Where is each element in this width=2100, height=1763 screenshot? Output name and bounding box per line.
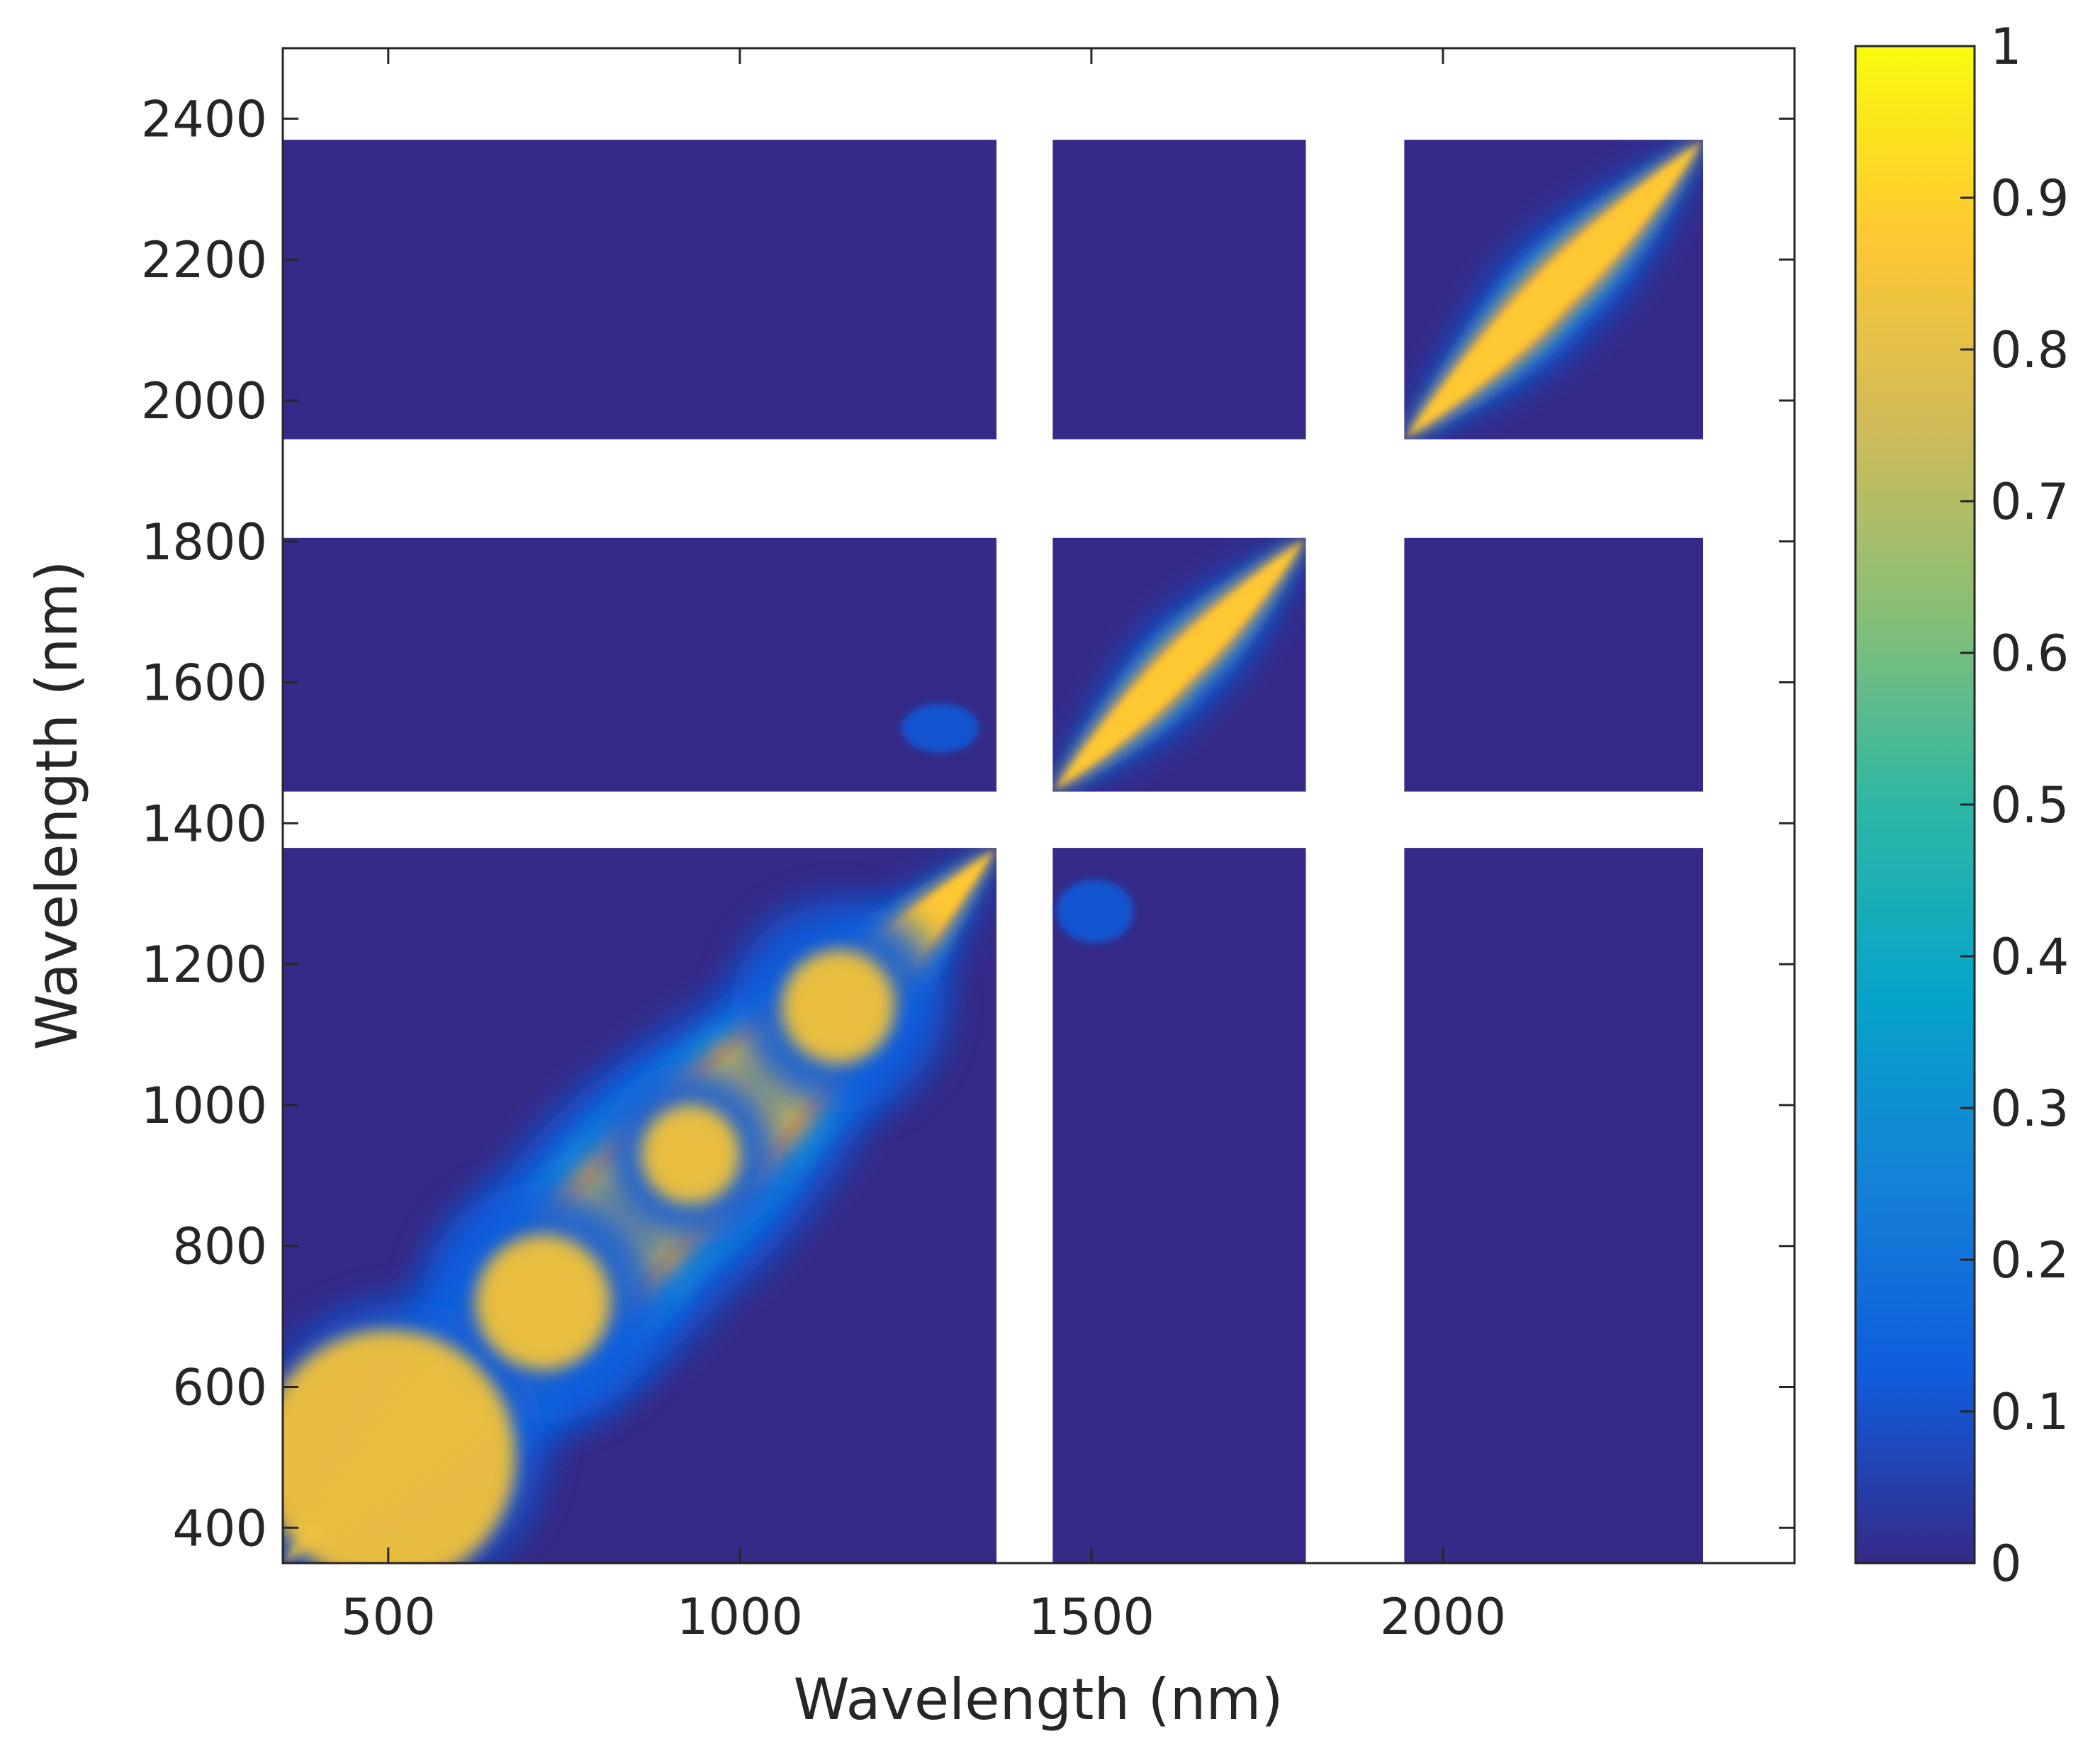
diagonal-lobe (641, 1104, 741, 1204)
heatmap-block-0-1 (283, 537, 996, 792)
colorbar-tick-label: 0.7 (1990, 473, 2069, 531)
colorbar-ticks: 0 0.1 0.2 0.3 0.4 0.5 0.6 0.7 0.8 0.9 1 (1960, 18, 2069, 1593)
x-axis: 500 1000 1500 2000 (341, 48, 1506, 1646)
diagonal-band-layer (1404, 140, 1704, 440)
x-tick-label: 500 (341, 1588, 436, 1646)
plot-area: 500 1000 1500 2000 400 600 800 1000 1200 1400 160… (141, 47, 1796, 1646)
y-tick-label: 1400 (141, 795, 267, 853)
heatmap-block-1-2 (1052, 140, 1306, 440)
heatmap-block-0-2 (283, 140, 996, 440)
y-tick-label: 400 (172, 1499, 267, 1557)
diagonal-lobe (476, 1235, 611, 1370)
y-tick-label: 2400 (141, 90, 267, 148)
diagonal-lobe (283, 1329, 516, 1563)
x-tick-label: 2000 (1380, 1588, 1506, 1646)
heatmap-cells (283, 140, 1704, 1563)
colorbar-tick-label: 0.5 (1990, 776, 2069, 834)
y-tick-label: 2000 (141, 372, 267, 430)
y-tick-label: 1600 (141, 654, 267, 712)
y-tick-label: 2200 (141, 231, 267, 289)
vnir-lobes (283, 900, 945, 1563)
plot-frame (281, 47, 1796, 1565)
heatmap-block-2-0 (1404, 848, 1704, 1563)
local-spot-0 (902, 703, 979, 753)
y-axis-title: Wavelength (nm) (24, 560, 90, 1050)
colorbar-tick-label: 0 (1990, 1535, 2022, 1593)
diagonal-lobe (781, 949, 895, 1063)
y-tick-label: 1800 (141, 513, 267, 571)
y-tick-label: 1000 (141, 1077, 267, 1135)
y-tick-label: 1200 (141, 936, 267, 994)
y-axis: 400 600 800 1000 1200 1400 1600 1800 2000 2200 240… (141, 90, 1795, 1557)
diagonal-band-1 (1052, 537, 1306, 792)
colorbar-tick-label: 0.8 (1990, 321, 2069, 379)
colorbar-tick-label: 0.4 (1990, 928, 2069, 986)
colorbar-gradient (1854, 45, 1976, 1565)
colorbar-tick-label: 0.1 (1990, 1383, 2069, 1441)
local-spot-1 (1056, 879, 1134, 944)
diagonal-band-layer (1052, 537, 1306, 792)
heatmap-block-1-0 (1052, 848, 1306, 1563)
x-axis-title: Wavelength (nm) (793, 1667, 1283, 1733)
heatmap-block-2-1 (1404, 537, 1704, 792)
x-tick-label: 1500 (1028, 1588, 1155, 1646)
y-tick-label: 800 (172, 1218, 267, 1276)
x-tick-label: 1000 (677, 1588, 803, 1646)
colorbar: 0 0.1 0.2 0.3 0.4 0.5 0.6 0.7 0.8 0.9 1 (1854, 18, 2069, 1593)
colorbar-tick-label: 1 (1990, 18, 2022, 76)
colorbar-tick-label: 0.3 (1990, 1080, 2069, 1138)
colorbar-tick-label: 0.2 (1990, 1231, 2069, 1289)
diagonal-band-2 (1404, 140, 1704, 440)
colorbar-tick-label: 0.9 (1990, 169, 2069, 228)
colorbar-tick-label: 0.6 (1990, 625, 2069, 683)
y-tick-label: 600 (172, 1359, 267, 1417)
